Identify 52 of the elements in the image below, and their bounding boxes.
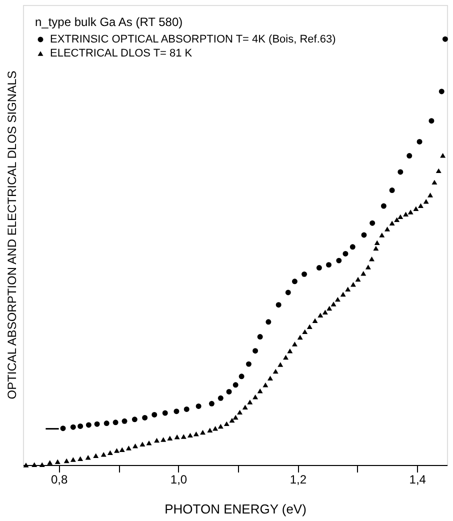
legend-label: EXTRINSIC OPTICAL ABSORPTION T= 4K (Bois, Ref.63) <box>50 34 336 46</box>
point <box>316 265 322 271</box>
x-tick-label: 1,0 <box>170 472 188 486</box>
point <box>361 232 367 238</box>
legend-label: ELECTRICAL DLOS T= 81 K <box>50 48 193 60</box>
point <box>78 424 84 429</box>
point <box>380 203 386 209</box>
point <box>350 244 356 250</box>
point <box>276 302 282 308</box>
point <box>94 421 100 427</box>
point <box>442 36 448 42</box>
point <box>208 400 214 406</box>
y-axis-title: OPTICAL ABSORPTION AND ELECTRICAL DLOS SIGNALS <box>5 70 19 400</box>
point <box>428 118 434 124</box>
point <box>132 416 138 422</box>
point <box>226 389 232 394</box>
point <box>152 412 158 418</box>
point <box>285 290 291 296</box>
point <box>196 403 202 409</box>
point <box>416 138 422 144</box>
x-axis-title: PHOTON ENERGY (eV) <box>164 502 306 516</box>
point <box>336 258 342 264</box>
x-tick-label: 1,2 <box>290 472 307 486</box>
point <box>162 410 168 416</box>
point <box>398 169 404 175</box>
point <box>60 426 66 432</box>
legend-title: n_type bulk Ga As (RT 580) <box>35 15 183 29</box>
point <box>104 420 110 426</box>
point <box>112 420 118 426</box>
point <box>302 271 308 277</box>
point <box>70 424 76 430</box>
point <box>266 319 272 325</box>
point <box>292 278 298 284</box>
point <box>238 374 244 380</box>
point <box>232 382 238 388</box>
point <box>184 406 190 412</box>
point <box>342 251 348 256</box>
x-tick-label: 0,8 <box>50 472 68 486</box>
point <box>438 88 444 94</box>
point <box>326 262 332 268</box>
point <box>406 153 412 159</box>
point <box>218 395 224 401</box>
point <box>86 422 92 428</box>
point <box>246 361 252 367</box>
point <box>122 418 128 424</box>
point <box>142 414 148 420</box>
x-tick-label: 1,4 <box>409 472 426 486</box>
point <box>252 348 258 354</box>
point <box>174 408 180 414</box>
point <box>257 334 263 340</box>
point <box>389 188 395 194</box>
point <box>370 220 376 226</box>
